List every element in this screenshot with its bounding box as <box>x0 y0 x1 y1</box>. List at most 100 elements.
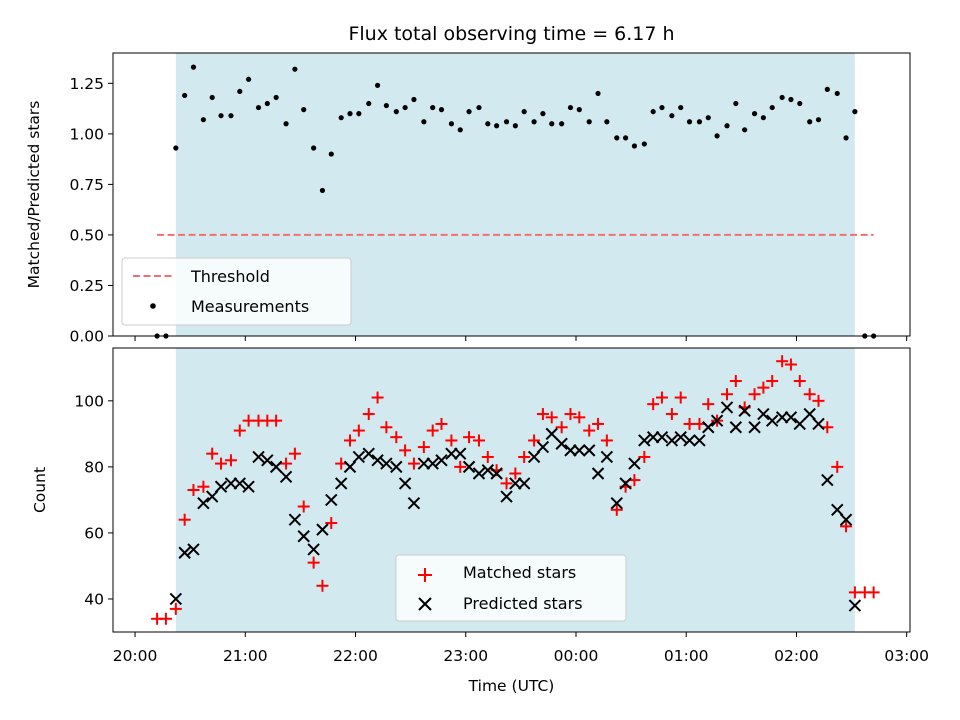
matched-star-point <box>307 556 320 569</box>
measurement-point <box>411 96 417 103</box>
predicted-star-point <box>187 543 200 556</box>
matched-star-point <box>233 424 246 437</box>
predicted-star-point <box>224 477 238 490</box>
measurement-point <box>852 109 858 115</box>
measurement-point <box>283 121 289 127</box>
matched-star-point <box>297 500 310 513</box>
matched-star-point <box>316 579 329 592</box>
top-legend: Threshold Measurements <box>121 257 352 326</box>
measurement-point <box>549 121 555 127</box>
predicted-star-point <box>325 493 338 507</box>
x-tick-label: 01:00 <box>664 647 709 665</box>
legend-matched-swatch <box>418 568 432 582</box>
measurement-point <box>531 119 537 125</box>
top-plot-marks <box>154 64 877 339</box>
y-tick-label: 0.00 <box>69 328 104 346</box>
legend-threshold-label: Threshold <box>190 267 270 286</box>
top-panel: 0.00 0.25 0.50 0.75 1.00 1.25 Flux total obse… <box>25 23 911 346</box>
measurement-point <box>264 100 270 107</box>
matched-star-point <box>610 503 623 516</box>
x-tick-label: 00:00 <box>554 647 599 665</box>
x-tick-label: 20:00 <box>113 647 158 665</box>
predicted-star-point <box>765 414 779 427</box>
matched-star-point <box>518 450 531 463</box>
measurement-point <box>559 121 565 127</box>
predicted-star-point <box>655 430 669 444</box>
measurement-point <box>567 104 574 111</box>
measurement-point <box>237 88 243 95</box>
matched-star-point <box>693 417 706 430</box>
measurement-point <box>421 119 427 125</box>
matched-star-point <box>463 431 476 444</box>
measurement-point <box>686 119 693 125</box>
measurement-point <box>466 109 472 115</box>
measurement-point <box>457 127 463 133</box>
predicted-star-point <box>206 490 219 503</box>
measurement-point <box>494 123 500 129</box>
predicted-star-point <box>583 444 596 457</box>
predicted-star-point <box>407 497 421 510</box>
predicted-star-point <box>445 447 458 460</box>
matched-star-point <box>748 388 761 401</box>
measurement-point <box>586 119 592 125</box>
matched-star-point <box>793 375 806 388</box>
predicted-star-point <box>279 470 293 483</box>
predicted-star-point <box>665 434 679 447</box>
measurement-point <box>669 113 675 119</box>
matched-star-point <box>573 411 586 424</box>
matched-star-point <box>407 457 420 470</box>
bottom-y-axis: 40 60 80 100 <box>74 392 113 608</box>
matched-star-point <box>647 398 660 411</box>
predicted-star-point <box>454 447 467 460</box>
matched-star-point <box>187 484 200 496</box>
measurement-point <box>503 119 510 125</box>
predicted-star-point <box>573 444 586 457</box>
matched-star-point <box>206 447 219 460</box>
predicted-star-point <box>398 477 412 490</box>
predicted-star-point <box>252 450 265 464</box>
matched-star-point <box>159 612 172 625</box>
predicted-star-point <box>720 401 734 414</box>
matched-star-point <box>178 513 191 526</box>
x-tick-label: 03:00 <box>884 647 929 665</box>
predicted-star-point <box>490 467 503 480</box>
measurement-point <box>273 94 279 101</box>
predicted-star-point <box>269 460 283 474</box>
top-y-axis-label: Matched/Predicted stars <box>25 101 43 289</box>
matched-star-point <box>821 421 834 434</box>
top-title: Flux total observing time = 6.17 h <box>348 23 674 45</box>
predicted-star-point <box>738 404 751 417</box>
predicted-star-point <box>517 477 531 490</box>
predicted-star-point <box>757 407 770 421</box>
measurement-point <box>696 119 703 125</box>
measurement-point <box>521 109 527 115</box>
matched-star-point <box>454 460 467 473</box>
measurement-point <box>485 121 491 127</box>
measurement-point <box>383 102 389 109</box>
matched-star-point <box>638 450 651 463</box>
bottom-panel: 40 60 80 100 20:00 21:00 22:00 23:00 00:00 01:00… <box>31 347 929 695</box>
measurement-point <box>190 64 197 70</box>
predicted-star-point <box>316 523 329 536</box>
y-tick-label: 0.75 <box>69 176 104 194</box>
matched-star-point <box>840 520 853 533</box>
matched-star-point <box>426 424 439 437</box>
measurement-point <box>614 135 620 141</box>
predicted-star-point <box>197 497 210 510</box>
predicted-star-point <box>600 450 614 464</box>
predicted-star-point <box>555 437 568 450</box>
matched-star-point <box>600 434 613 447</box>
top-plot-frame <box>112 52 911 337</box>
predicted-star-point <box>784 411 798 424</box>
matched-star-point <box>831 460 844 473</box>
measurement-point <box>622 135 629 141</box>
measurement-point <box>448 121 455 127</box>
top-legend-box <box>121 257 352 326</box>
predicted-star-point <box>610 497 623 510</box>
measurement-point <box>393 109 399 115</box>
x-tick-label: 23:00 <box>443 647 488 665</box>
predicted-star-point <box>390 460 403 474</box>
predicted-star-point <box>481 463 495 477</box>
predicted-star-point <box>628 457 641 470</box>
